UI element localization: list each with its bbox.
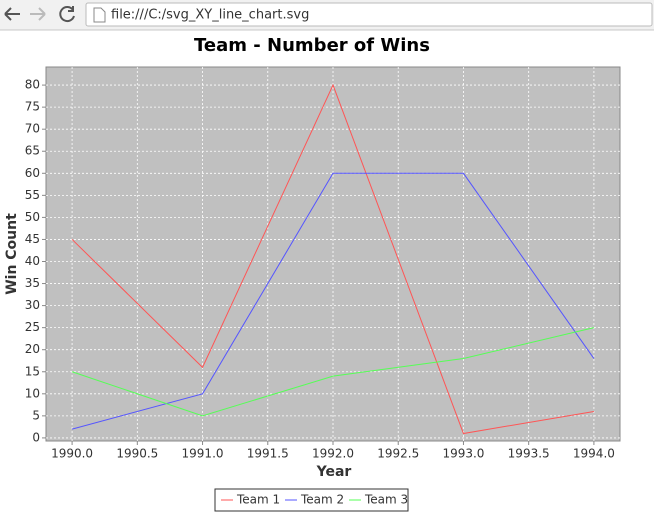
y-tick-label: 70: [25, 122, 40, 136]
series-line: [71, 172, 595, 430]
forward-button[interactable]: [30, 7, 46, 21]
x-tick-label: 1991.0: [182, 447, 224, 461]
legend-label: Team 1: [236, 493, 280, 507]
y-tick-label: 35: [25, 276, 40, 290]
y-tick-label: 45: [25, 232, 40, 246]
x-tick-label: 1993.0: [442, 447, 484, 461]
x-tick-label: 1992.5: [377, 447, 419, 461]
series-line: [71, 83, 594, 435]
y-tick-label: 40: [25, 254, 40, 268]
y-tick-label: 55: [25, 188, 40, 202]
x-axis-label: Year: [316, 464, 352, 480]
lines: [71, 83, 595, 435]
x-tick-label: 1991.5: [247, 447, 289, 461]
y-tick-label: 75: [25, 100, 40, 114]
reload-button[interactable]: [59, 6, 75, 23]
url: file:///C:/svg_XY_line_chart.svg: [111, 8, 309, 23]
chart-title: Team - Number of Wins: [194, 35, 430, 56]
y-tick-label: 50: [25, 210, 40, 224]
y-axis-label: Win Count: [4, 213, 20, 295]
y-tick-label: 5: [32, 408, 40, 422]
y-tick-label: 0: [32, 430, 40, 444]
legend-label: Team 3: [364, 493, 408, 507]
file-icon: [93, 7, 106, 23]
address-bar[interactable]: [85, 2, 653, 27]
plot-area: [45, 66, 621, 442]
back-button[interactable]: [4, 7, 20, 21]
series-line: [71, 327, 595, 417]
ticks: 0 5 10 15 20 25 30 35 40 45 50 55 60 65 70 75 80 1990.0 19…: [25, 78, 615, 461]
y-tick-label: 30: [25, 298, 40, 312]
y-tick-label: 80: [25, 78, 40, 92]
x-tick-label: 1994.0: [573, 447, 615, 461]
x-tick-label: 1990.0: [51, 447, 93, 461]
y-tick-label: 15: [25, 364, 40, 378]
legend-label: Team 2: [300, 493, 344, 507]
x-tick-label: 1993.5: [508, 447, 550, 461]
x-tick-label: 1990.5: [116, 447, 158, 461]
y-tick-label: 10: [25, 386, 40, 400]
y-tick-label: 20: [25, 342, 40, 356]
y-tick-label: 25: [25, 320, 40, 334]
legend: [214, 488, 409, 512]
legend-items: Team 1 Team 2 Team 3: [221, 493, 408, 507]
x-tick-label: 1992.0: [312, 447, 354, 461]
y-tick-label: 60: [25, 166, 40, 180]
y-tick-label: 65: [25, 144, 40, 158]
